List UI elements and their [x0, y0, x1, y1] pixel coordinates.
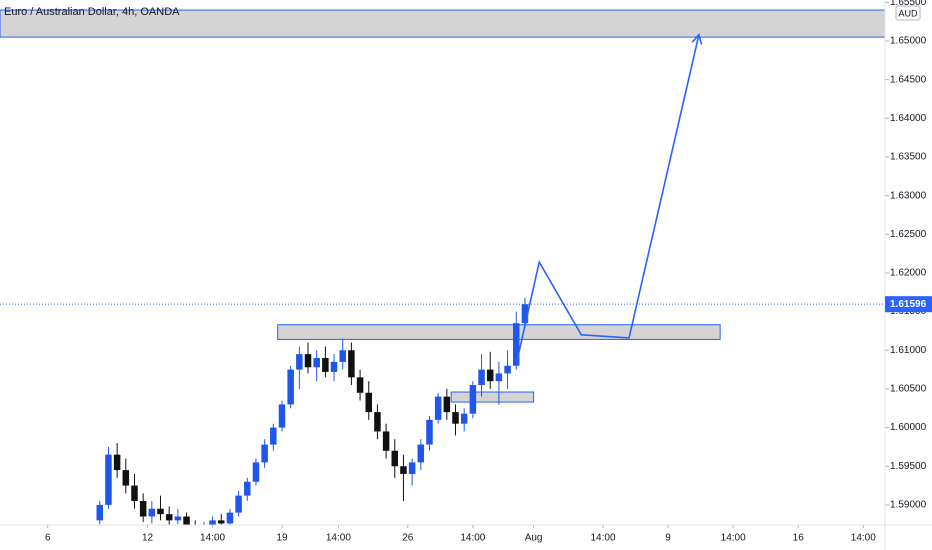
- x-tick-label: 14:00: [721, 533, 746, 544]
- y-tick-label: 1.62000: [890, 268, 927, 279]
- candle-body: [217, 520, 225, 524]
- x-tick-label: 14:00: [326, 533, 351, 544]
- currency-label: AUD: [898, 8, 918, 18]
- candle-body: [495, 373, 503, 382]
- x-tick-label: 12: [142, 533, 154, 544]
- candle-body: [313, 357, 320, 368]
- candle-body: [296, 354, 303, 370]
- x-tick-label: 14:00: [200, 533, 225, 544]
- candle-body: [278, 404, 286, 428]
- x-tick-label: 26: [402, 533, 414, 544]
- candle-body: [113, 454, 121, 471]
- candle-body: [183, 516, 190, 525]
- candle-body: [157, 508, 164, 515]
- y-tick-label: 1.59000: [890, 500, 927, 511]
- candle-body: [122, 470, 130, 486]
- candle-body: [330, 361, 338, 372]
- last-price-label: 1.61596: [890, 299, 927, 310]
- candle-body: [339, 350, 346, 362]
- zone: [450, 391, 535, 403]
- y-tick-label: 1.65500: [890, 0, 927, 8]
- candle-body: [382, 431, 390, 451]
- candle-body: [374, 412, 381, 432]
- candle-body: [131, 485, 138, 502]
- candle-body: [252, 462, 260, 482]
- candle-body: [460, 413, 468, 424]
- candle-body: [270, 427, 277, 445]
- candle-body: [165, 514, 173, 521]
- zone: [0, 9, 885, 38]
- arrow-head: [691, 33, 703, 45]
- candle-body: [148, 508, 156, 517]
- y-tick-label: 1.65000: [890, 36, 927, 47]
- projection-line: [516, 34, 700, 361]
- candle-body: [365, 392, 373, 413]
- candle-body: [400, 466, 407, 474]
- candle-body: [139, 501, 147, 517]
- chart-title: Euro / Australian Dollar, 4h, OANDA: [4, 6, 180, 18]
- y-tick-label: 1.62500: [890, 229, 927, 240]
- candle-body: [434, 396, 442, 420]
- candle-body: [322, 357, 329, 372]
- y-tick-label: 1.59500: [890, 461, 927, 472]
- candle-body: [304, 354, 312, 368]
- last-price-box: [885, 296, 932, 313]
- candle-body: [478, 369, 485, 386]
- x-tick-label: 14:00: [851, 533, 876, 544]
- candle-body: [244, 481, 251, 496]
- candle-body: [391, 450, 399, 467]
- candle-body: [348, 350, 355, 378]
- x-tick-label: 16: [793, 533, 805, 544]
- x-tick-label: 9: [665, 533, 671, 544]
- candle-body: [426, 419, 433, 445]
- x-tick-label: 14:00: [460, 533, 485, 544]
- candle-body: [356, 377, 364, 393]
- candle-body: [452, 412, 459, 424]
- candle-body: [469, 385, 477, 414]
- candle-body: [417, 444, 425, 463]
- y-tick-label: 1.60500: [890, 384, 927, 395]
- y-tick-label: 1.60000: [890, 422, 927, 433]
- candle-body: [504, 365, 511, 374]
- plot-area: [0, 9, 885, 525]
- x-tick-label: 19: [276, 533, 288, 544]
- y-tick-label: 1.63500: [890, 152, 927, 163]
- y-tick-label: 1.63000: [890, 190, 927, 201]
- candle-body: [96, 504, 104, 521]
- candle-body: [226, 512, 234, 524]
- candle-body: [105, 454, 112, 505]
- x-tick-label: 14:00: [590, 533, 615, 544]
- zone: [277, 324, 721, 340]
- candle-body: [235, 495, 242, 513]
- candle-body: [209, 520, 216, 525]
- candle-body: [512, 323, 520, 366]
- candle-body: [174, 516, 182, 521]
- candle-body: [408, 462, 416, 474]
- x-tick-label: Aug: [525, 533, 543, 544]
- candle-body: [261, 444, 268, 463]
- y-tick-label: 1.61000: [890, 345, 927, 356]
- currency-box: [895, 5, 921, 21]
- candle-body: [486, 369, 494, 382]
- candle-body: [443, 396, 451, 413]
- y-tick-label: 1.64000: [890, 113, 927, 124]
- candle-body: [521, 304, 529, 324]
- y-tick-label: 1.64500: [890, 74, 927, 85]
- plot-layer: [0, 9, 885, 525]
- candle-body: [287, 369, 294, 405]
- x-tick-label: 6: [45, 533, 51, 544]
